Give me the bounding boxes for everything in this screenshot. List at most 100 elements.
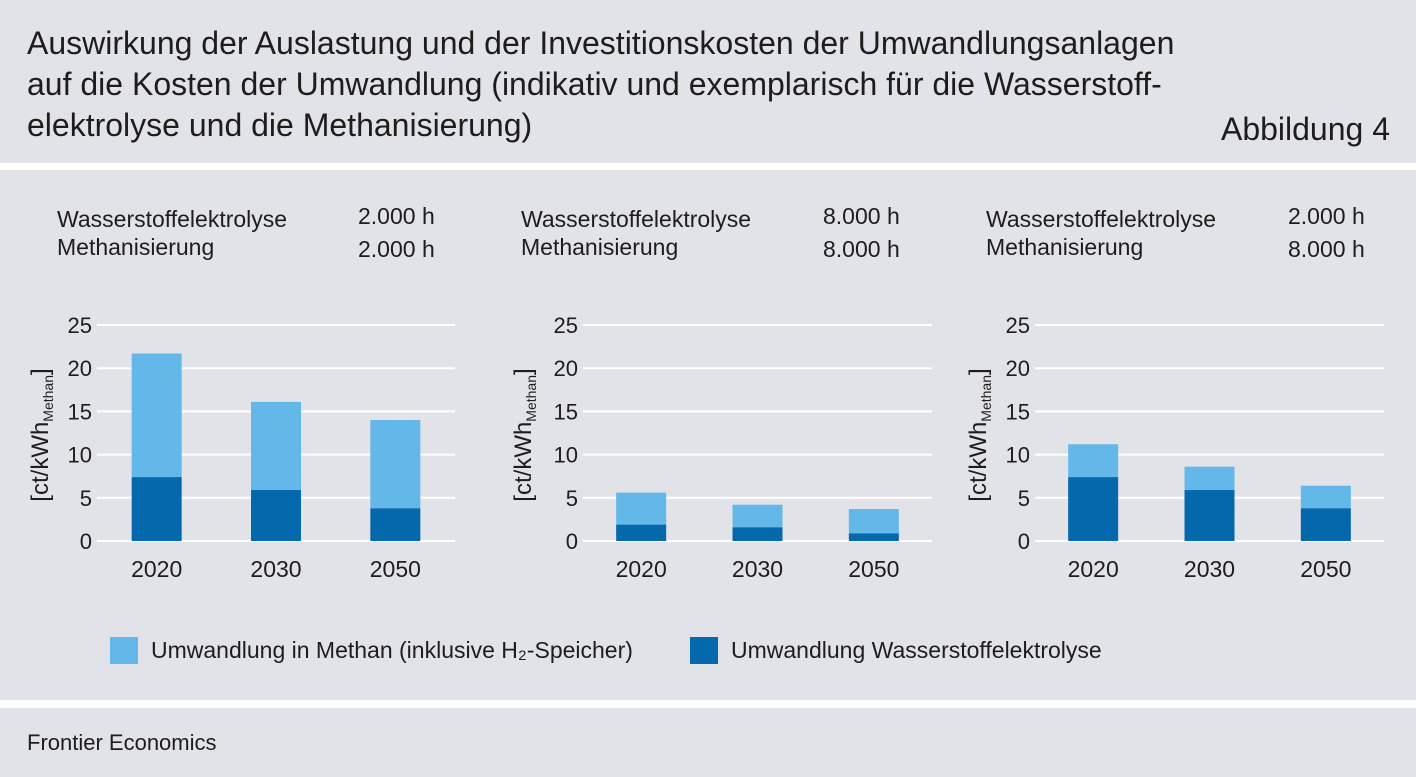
x-axis-ticks: 2020 2030 2050 (131, 556, 421, 582)
y-axis-label-bracket: ] (510, 368, 537, 375)
chart-panel-3: Wasserstoffelektrolyse Methanisierung 2.… (955, 170, 1388, 590)
y-axis-ticks: 0 5 10 15 20 25 (1006, 313, 1030, 554)
methanation-cost-bar-segment (848, 509, 899, 534)
y-tick-label: 0 (1018, 529, 1030, 554)
scenario-value-methanation: 8.000 h (823, 236, 900, 262)
y-axis-ticks: 0 5 10 15 20 25 (68, 313, 92, 554)
legend-label-methanation: Umwandlung in Methan (inklusive H₂-Speic… (151, 637, 633, 663)
y-axis-label-unit: [ct/kWh (965, 422, 992, 502)
scenario-value-electrolysis: 2.000 h (358, 203, 435, 229)
y-axis-label-bracket: ] (27, 368, 54, 375)
y-tick-label: 15 (1006, 399, 1030, 424)
figure-title: Auswirkung der Auslastung und der Invest… (27, 23, 1174, 146)
methanation-cost-bar-segment (1300, 485, 1351, 509)
y-tick-label: 0 (80, 529, 92, 554)
scenario-label-electrolysis: Wasserstoffelektrolyse (57, 206, 288, 232)
legend-item-methanation: Umwandlung in Methan (inklusive H₂-Speic… (110, 637, 633, 665)
x-tick-label: 2050 (370, 556, 421, 582)
charts-area: Wasserstoffelektrolyse Methanisierung 2.… (0, 170, 1416, 700)
legend-swatch-methanation (110, 637, 138, 664)
x-tick-label: 2050 (1300, 556, 1351, 582)
x-tick-label: 2030 (250, 556, 301, 582)
methanation-cost-bar-segment (1068, 444, 1119, 478)
x-tick-label: 2050 (848, 556, 899, 582)
y-tick-label: 0 (566, 529, 578, 554)
electrolysis-cost-bar-segment (370, 508, 421, 541)
y-tick-label: 25 (68, 313, 92, 338)
legend-item-electrolysis: Umwandlung Wasserstoffelektrolyse (690, 637, 1210, 665)
x-axis-ticks: 2020 2030 2050 (1068, 556, 1352, 582)
x-tick-label: 2030 (732, 556, 783, 582)
y-axis-label-subscript: Methan (978, 375, 994, 422)
y-axis-label-bracket: ] (965, 368, 992, 375)
x-tick-label: 2020 (131, 556, 182, 582)
stacked-bar-chart: 0 5 10 15 20 25 2020 2030 2050 [ct/kWhMethan] (27, 313, 455, 582)
title-line-1: Auswirkung der Auslastung und der Invest… (27, 25, 1175, 61)
y-tick-label: 15 (68, 399, 92, 424)
y-tick-label: 10 (554, 443, 578, 468)
methanation-cost-bar-segment (251, 401, 301, 491)
scenario-value-electrolysis: 2.000 h (1288, 203, 1365, 229)
scenario-labels: Wasserstoffelektrolyse Methanisierung (57, 205, 287, 261)
scenario-values: 2.000 h 8.000 h (1288, 200, 1365, 266)
methanation-cost-bar-segment (131, 353, 182, 478)
scenario-value-methanation: 2.000 h (358, 236, 435, 262)
methanation-cost-bar-segment (732, 504, 783, 528)
electrolysis-cost-bar-segment (251, 490, 301, 541)
y-axis-ticks: 0 5 10 15 20 25 (554, 313, 578, 554)
y-tick-label: 10 (1006, 443, 1030, 468)
y-axis-label-subscript: Methan (40, 375, 56, 422)
y-axis-label-unit: [ct/kWh (27, 422, 54, 502)
scenario-label-methanation: Methanisierung (986, 234, 1144, 260)
scenario-label-methanation: Methanisierung (57, 234, 215, 260)
scenario-label-methanation: Methanisierung (521, 234, 679, 260)
scenario-label-electrolysis: Wasserstoffelektrolyse (521, 206, 752, 232)
electrolysis-cost-bar-segment (1068, 477, 1119, 541)
y-tick-label: 10 (68, 443, 92, 468)
methanation-cost-bar-segment (616, 492, 667, 525)
scenario-values: 8.000 h 8.000 h (823, 200, 900, 266)
bars (616, 492, 899, 541)
y-axis-label: [ct/kWhMethan] (510, 368, 539, 501)
x-tick-label: 2030 (1184, 556, 1235, 582)
bars (1068, 444, 1351, 541)
stacked-bar-chart: 0 5 10 15 20 25 2020 2030 2050 [ct/kWhMethan] (510, 313, 932, 582)
electrolysis-cost-bar-segment (131, 477, 182, 541)
stacked-bar-chart: 0 5 10 15 20 25 2020 2030 2050 [ct/kWhMethan] (965, 313, 1384, 582)
electrolysis-cost-bar-segment (1184, 490, 1235, 541)
scenario-value-methanation: 8.000 h (1288, 236, 1365, 262)
y-tick-label: 20 (68, 356, 92, 381)
x-tick-label: 2020 (1068, 556, 1119, 582)
x-axis-ticks: 2020 2030 2050 (616, 556, 900, 582)
y-tick-label: 25 (1006, 313, 1030, 338)
legend-label-electrolysis: Umwandlung Wasserstoffelektrolyse (731, 637, 1102, 663)
methanation-cost-bar-segment (370, 420, 421, 509)
y-axis-label: [ct/kWhMethan] (965, 368, 994, 501)
electrolysis-cost-bar-segment (732, 527, 783, 541)
y-axis-label-unit: [ct/kWh (510, 422, 537, 502)
chart-panel-2: Wasserstoffelektrolyse Methanisierung 8.… (503, 170, 936, 590)
y-tick-label: 25 (554, 313, 578, 338)
figure-footer: Frontier Economics (0, 708, 1416, 777)
legend-swatch-electrolysis (690, 637, 718, 664)
scenario-values: 2.000 h 2.000 h (358, 200, 435, 266)
scenario-value-electrolysis: 8.000 h (823, 203, 900, 229)
electrolysis-cost-bar-segment (848, 533, 899, 541)
x-tick-label: 2020 (616, 556, 667, 582)
y-tick-label: 5 (566, 486, 578, 511)
y-tick-label: 5 (80, 486, 92, 511)
title-line-2: auf die Kosten der Umwandlung (indikativ… (27, 66, 1162, 102)
y-tick-label: 20 (1006, 356, 1030, 381)
scenario-label-electrolysis: Wasserstoffelektrolyse (986, 206, 1217, 232)
title-line-3: elektrolyse und die Methanisierung) (27, 107, 533, 143)
y-tick-label: 20 (554, 356, 578, 381)
y-tick-label: 5 (1018, 486, 1030, 511)
y-axis-label: [ct/kWhMethan] (27, 368, 56, 501)
figure-header: Auswirkung der Auslastung und der Invest… (0, 0, 1416, 163)
y-tick-label: 15 (554, 399, 578, 424)
scenario-labels: Wasserstoffelektrolyse Methanisierung (986, 205, 1216, 261)
methanation-cost-bar-segment (1184, 466, 1235, 491)
chart-panel-1: Wasserstoffelektrolyse Methanisierung 2.… (17, 170, 459, 590)
chart-legend: Umwandlung in Methan (inklusive H₂-Speic… (0, 637, 1416, 665)
